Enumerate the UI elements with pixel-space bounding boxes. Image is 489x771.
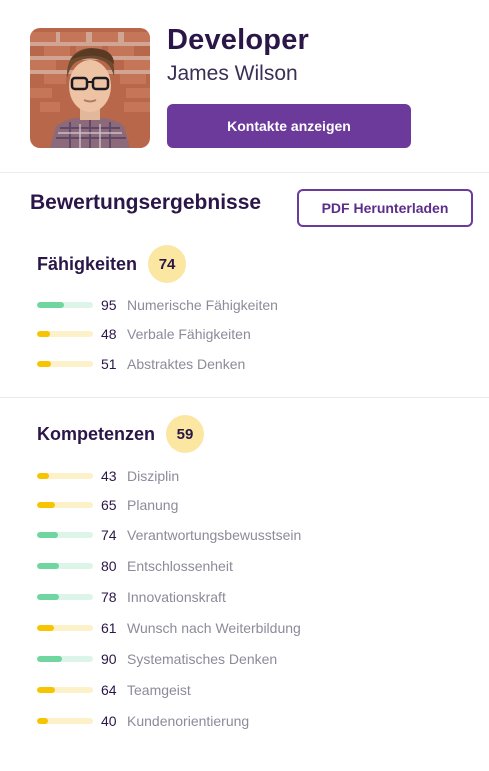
show-contacts-button[interactable]: Kontakte anzeigen [167,104,411,148]
score-label: Numerische Fähigkeiten [127,297,278,313]
score-value: 40 [101,713,117,729]
score-item: 61 Wunsch nach Weiterbildung [37,619,301,637]
score-bar-fill [37,594,59,600]
score-value: 95 [101,297,117,313]
download-pdf-button[interactable]: PDF Herunterladen [297,189,473,227]
score-item: 80 Entschlossenheit [37,557,233,575]
score-value: 48 [101,326,117,342]
score-bar [37,594,93,600]
score-bar-fill [37,473,50,479]
score-value: 78 [101,589,117,605]
score-bar-fill [37,718,49,724]
score-bar [37,361,93,367]
score-item: 40 Kundenorientierung [37,712,249,730]
score-label: Verbale Fähigkeiten [127,326,251,342]
score-label: Disziplin [127,468,180,484]
score-bar [37,331,93,337]
score-item: 90 Systematisches Denken [37,650,277,668]
score-value: 80 [101,558,117,574]
score-label: Wunsch nach Weiterbildung [127,620,301,636]
score-badge: 59 [166,415,205,453]
score-bar [37,473,93,479]
avatar-photo [30,28,150,148]
score-label: Systematisches Denken [127,651,278,667]
score-bar [37,302,93,308]
score-label: Planung [127,497,179,513]
score-bar-fill [37,502,56,508]
divider [0,397,489,398]
score-bar [37,656,93,662]
profile-role: Developer [167,24,310,56]
score-value: 51 [101,356,117,372]
score-value: 90 [101,651,117,667]
score-label: Abstraktes Denken [127,356,246,372]
score-bar [37,532,93,538]
avatar [30,28,150,148]
group-header-skills: Fähigkeiten 74 [37,245,187,283]
score-item: 43 Disziplin [37,467,179,485]
score-bar-fill [37,532,58,538]
score-item: 51 Abstraktes Denken [37,355,245,373]
profile-name: James Wilson [167,62,298,85]
score-label: Verantwortungsbewusstsein [127,527,302,543]
divider [0,172,489,173]
score-bar-fill [37,302,64,308]
score-item: 48 Verbale Fähigkeiten [37,325,251,343]
score-badge: 74 [148,245,187,283]
score-item: 95 Numerische Fähigkeiten [37,296,278,314]
score-bar [37,625,93,631]
score-label: Entschlossenheit [127,558,233,574]
score-label: Innovationskraft [127,589,226,605]
score-item: 65 Planung [37,496,178,514]
score-bar-fill [37,361,52,367]
score-value: 64 [101,682,117,698]
score-bar-fill [37,563,60,569]
score-value: 61 [101,620,117,636]
group-title: Fähigkeiten [37,253,138,274]
assessment-title: Bewertungsergebnisse [30,191,262,214]
score-bar [37,563,93,569]
score-item: 64 Teamgeist [37,681,191,699]
score-bar-fill [37,331,51,337]
score-value: 74 [101,527,117,543]
score-bar-fill [37,625,55,631]
score-value: 65 [101,497,117,513]
score-value: 43 [101,468,117,484]
group-title: Kompetenzen [37,423,156,444]
score-bar [37,502,93,508]
score-bar-fill [37,656,63,662]
score-label: Kundenorientierung [127,713,250,729]
score-bar [37,718,93,724]
score-item: 78 Innovationskraft [37,588,226,606]
score-item: 74 Verantwortungsbewusstsein [37,526,301,544]
group-header-competencies: Kompetenzen 59 [37,415,205,453]
profile-header: Developer James Wilson Kontakte anzeigen [0,0,489,172]
score-label: Teamgeist [127,682,191,698]
score-bar-fill [37,687,55,693]
score-bar [37,687,93,693]
